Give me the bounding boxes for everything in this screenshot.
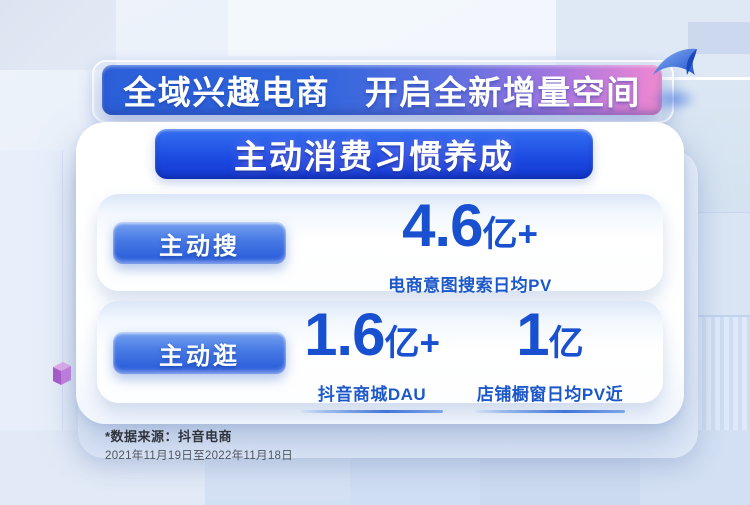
stat-value: 1.6亿+ [257, 305, 487, 376]
pill-label: 主动逛 [159, 342, 240, 370]
data-source-note: *数据来源：抖音电商 [105, 429, 233, 444]
stat-value: 1亿 [435, 305, 665, 376]
stat-row-search: 主动搜 4.6亿+ 电商意图搜索日均PV [97, 194, 663, 304]
stat-label: 店铺橱窗日均PV近 [476, 385, 624, 404]
cube-decoration-icon [53, 362, 71, 385]
pill-active-browse: 主动逛 [113, 332, 286, 374]
stat-value: 4.6亿+ [342, 196, 598, 267]
bg-highlight-line [660, 77, 750, 80]
banner-title: 全域兴趣电商 开启全新增量空间 [123, 74, 641, 111]
stat-unit: 亿 [548, 324, 584, 363]
bg-tile [0, 0, 116, 70]
stat-search-pv: 4.6亿+ 电商意图搜索日均PV [342, 196, 598, 304]
bg-tile [228, 0, 560, 56]
footer: *数据来源：抖音电商 2021年11月19日至2022年11月18日 [105, 426, 293, 463]
stat-row-browse: 主动逛 1.6亿+ 抖音商城DAU 1亿 店铺橱窗日均PV近 [97, 301, 663, 413]
stat-shop-window-pv: 1亿 店铺橱窗日均PV近 [435, 305, 665, 413]
stat-number: 1 [516, 301, 549, 368]
stat-underline [301, 410, 443, 413]
card-header-title: 主动消费习惯养成 [234, 138, 514, 175]
swoosh-shadow [650, 86, 698, 112]
stat-label: 抖音商城DAU [317, 385, 427, 404]
stat-label: 电商意图搜索日均PV [388, 276, 552, 295]
stat-number: 1.6 [304, 301, 385, 368]
pill-label: 主动搜 [159, 232, 240, 260]
bg-tile [688, 22, 750, 54]
card-header: 主动消费习惯养成 [155, 129, 593, 179]
stat-underline [475, 410, 625, 413]
stat-mall-dau: 1.6亿+ 抖音商城DAU [257, 305, 487, 413]
stat-unit: 亿+ [384, 324, 440, 363]
stats-card: 主动消费习惯养成 主动搜 4.6亿+ 电商意图搜索日均PV 主动逛 1.6亿+ [76, 122, 684, 424]
ribbon-swoosh-icon [653, 48, 697, 75]
stat-number: 4.6 [402, 192, 483, 259]
data-date-range: 2021年11月19日至2022年11月18日 [105, 450, 294, 462]
stat-unit: 亿+ [482, 215, 538, 254]
pill-active-search: 主动搜 [113, 222, 286, 264]
banner: 全域兴趣电商 开启全新增量空间 [102, 65, 662, 115]
